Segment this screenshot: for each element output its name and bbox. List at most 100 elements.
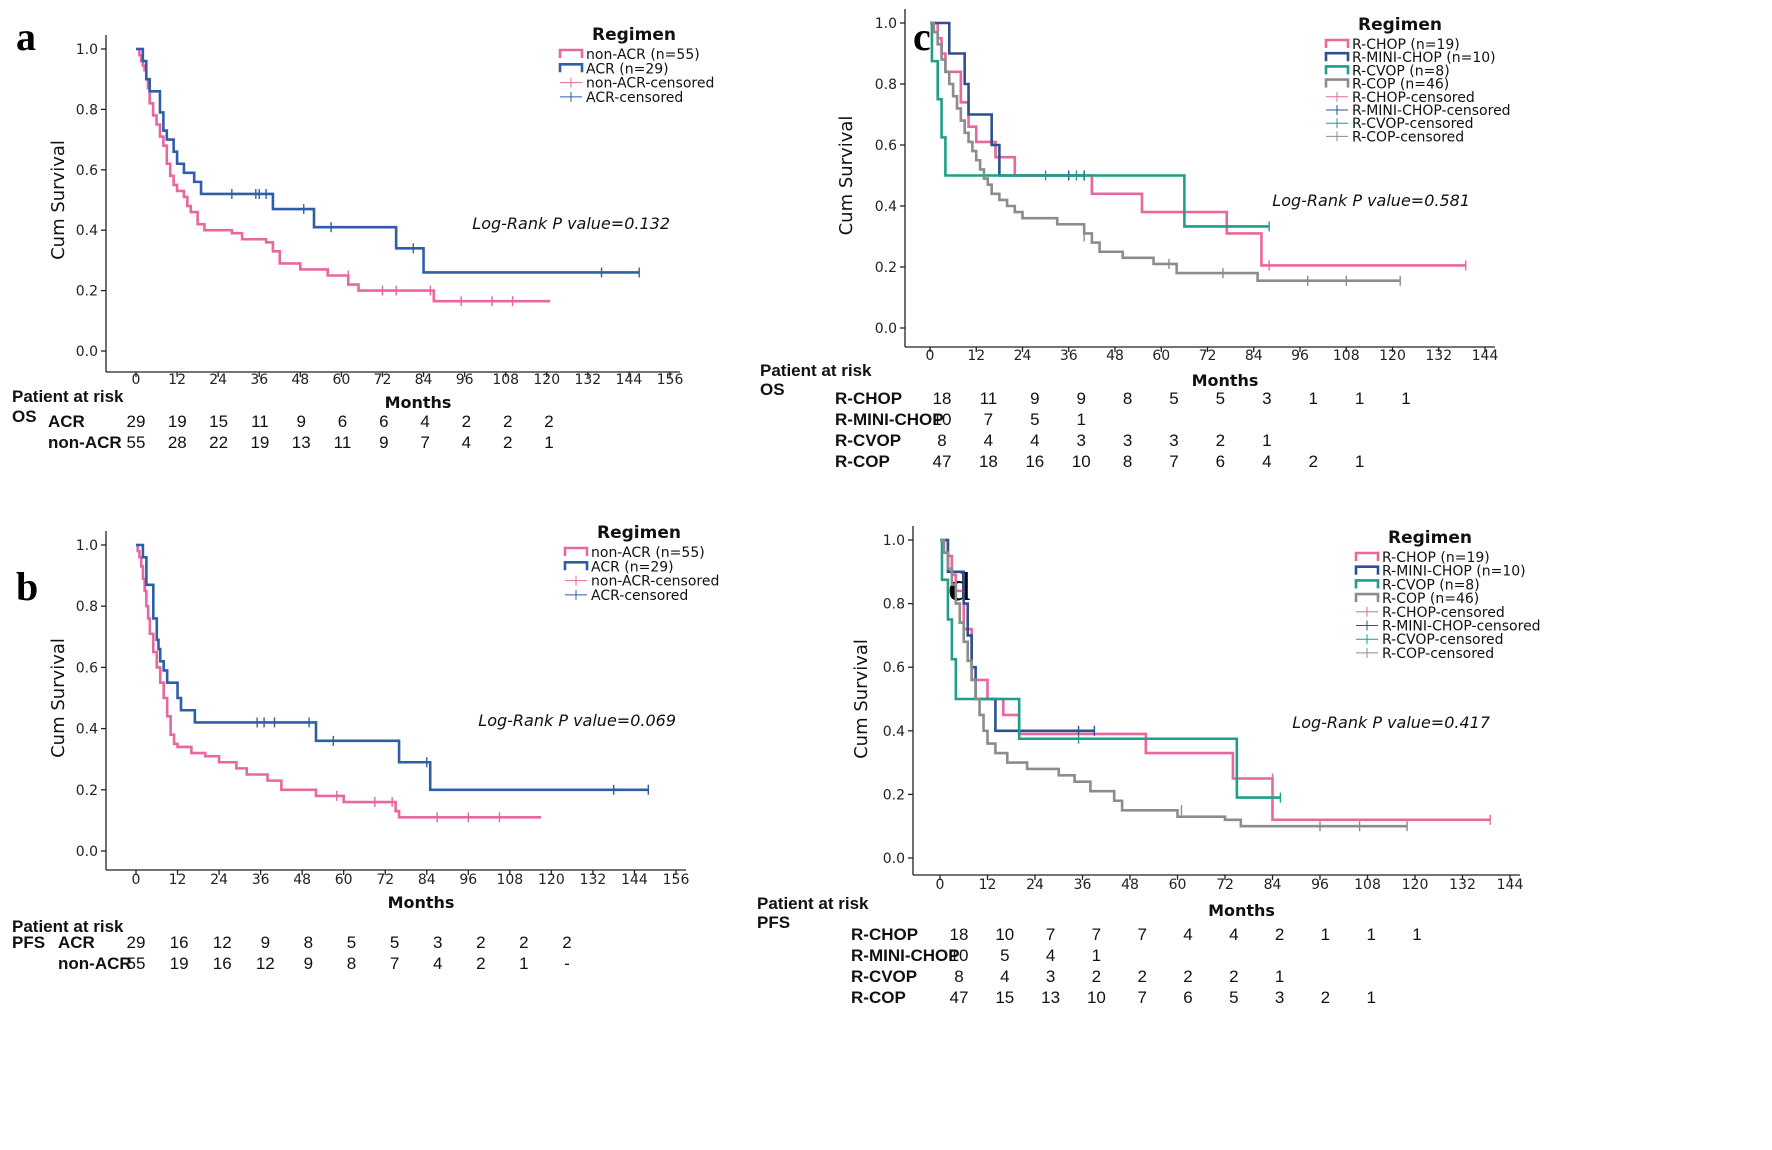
legend-entry: R-CHOP (n=19) (1382, 550, 1490, 566)
x-tick-label: 60 (332, 372, 350, 388)
y-tick-label: 0.4 (76, 223, 98, 239)
x-tick-label: 144 (616, 372, 643, 388)
panel-letter-c: c (913, 14, 931, 59)
legend-entry: R-CHOP-censored (1352, 90, 1475, 106)
y-tick-label: 0.0 (76, 844, 98, 860)
risk-count: 6 (379, 412, 388, 431)
risk-count: - (564, 954, 570, 973)
x-tick-label: 120 (538, 872, 565, 888)
y-tick-label: 0.0 (875, 321, 897, 337)
risk-count: 55 (127, 954, 146, 973)
x-tick-label: 48 (291, 372, 309, 388)
y-tick-label: 0.6 (76, 163, 98, 179)
y-tick-label: 0.8 (875, 77, 897, 93)
y-tick-label: 0.6 (875, 138, 897, 154)
x-tick-label: 12 (967, 348, 985, 364)
x-tick-label: 144 (1497, 877, 1524, 893)
risk-row-label: R-CHOP (851, 925, 918, 944)
risk-count: 10 (1072, 452, 1091, 471)
x-tick-label: 72 (374, 372, 392, 388)
x-tick-label: 132 (580, 872, 607, 888)
x-tick-label: 24 (1026, 877, 1044, 893)
x-tick-label: 48 (1121, 877, 1139, 893)
y-tick-label: 0.2 (883, 787, 905, 803)
risk-count: 10 (950, 946, 969, 965)
risk-count: 19 (170, 954, 189, 973)
legend-entry: R-COP-censored (1382, 646, 1494, 662)
risk-count: 5 (1229, 988, 1238, 1007)
y-axis-title: Cum Survival (851, 639, 872, 759)
risk-count: 9 (379, 433, 388, 452)
risk-count: 9 (261, 933, 270, 952)
x-tick-label: 0 (132, 372, 141, 388)
x-axis-title: Months (385, 393, 452, 412)
legend-swatch (563, 546, 589, 556)
x-tick-label: 84 (1264, 877, 1282, 893)
chart-panel-a: 0.00.20.40.60.81.00 12 24 36 48 60 72 84 96 108 12… (12, 25, 714, 452)
risk-count: 1 (1076, 410, 1085, 429)
risk-count: 5 (390, 933, 399, 952)
chart-panel-b: 0.00.20.40.60.81.00 12 24 36 48 60 72 84 96 108 12… (12, 523, 719, 973)
risk-count: 2 (562, 933, 571, 952)
series-line-2 (940, 538, 1281, 799)
x-tick-label: 96 (459, 872, 477, 888)
x-tick-label: 60 (1169, 877, 1187, 893)
legend-swatch (1354, 565, 1380, 575)
x-tick-label: 96 (1311, 877, 1329, 893)
legend-swatch (1324, 65, 1350, 75)
risk-count: 6 (338, 412, 347, 431)
x-tick-label: 96 (456, 372, 474, 388)
risk-row-label: R-CHOP (835, 389, 902, 408)
y-tick-label: 0.8 (76, 599, 98, 615)
series-line-0 (136, 543, 541, 819)
risk-count: 18 (979, 452, 998, 471)
risk-count: 10 (1087, 988, 1106, 1007)
y-tick-label: 0.4 (875, 199, 897, 215)
risk-count: 11 (334, 433, 352, 452)
risk-count: 19 (250, 433, 269, 452)
risk-count: 4 (1000, 967, 1009, 986)
series-line-1 (136, 47, 640, 274)
series-line-0 (136, 47, 551, 303)
risk-count: 4 (1262, 452, 1271, 471)
x-tick-label: 132 (574, 372, 601, 388)
risk-table-endpoint: OS (760, 380, 785, 399)
x-tick-label: 108 (496, 872, 523, 888)
legend-swatch (1324, 78, 1350, 88)
risk-count: 4 (462, 433, 471, 452)
series-line-3 (930, 21, 1401, 283)
risk-count: 4 (1046, 946, 1055, 965)
risk-count: 29 (127, 933, 146, 952)
risk-count: 1 (1092, 946, 1101, 965)
x-tick-label: 108 (1354, 877, 1381, 893)
legend-entry: non-ACR-censored (586, 76, 714, 92)
risk-count: 2 (1321, 988, 1330, 1007)
legend-entry: R-COP-censored (1352, 129, 1464, 145)
legend-swatch (1324, 38, 1350, 48)
risk-count: 9 (296, 412, 305, 431)
x-tick-label: 132 (1449, 877, 1476, 893)
x-tick-label: 48 (1106, 348, 1124, 364)
y-tick-label: 0.4 (883, 724, 905, 740)
x-axis-title: Months (1208, 901, 1275, 920)
risk-count: 8 (304, 933, 313, 952)
risk-count: 1 (1275, 967, 1284, 986)
risk-count: 2 (462, 412, 471, 431)
risk-count: 19 (168, 412, 187, 431)
risk-count: 2 (476, 954, 485, 973)
risk-count: 3 (1123, 431, 1132, 450)
risk-count: 3 (1275, 988, 1284, 1007)
risk-count: 47 (933, 452, 952, 471)
risk-count: 11 (980, 389, 998, 408)
risk-count: 5 (1216, 389, 1225, 408)
legend-entry: R-MINI-CHOP (n=10) (1382, 564, 1526, 580)
risk-count: 12 (256, 954, 275, 973)
legend-entry: R-MINI-CHOP-censored (1382, 619, 1541, 635)
risk-count: 3 (1262, 389, 1271, 408)
risk-count: 7 (1169, 452, 1178, 471)
y-tick-label: 0.2 (76, 284, 98, 300)
risk-count: 2 (1275, 925, 1284, 944)
risk-count: 5 (1000, 946, 1009, 965)
legend-entry: non-ACR (n=55) (591, 545, 705, 561)
risk-count: 2 (1216, 431, 1225, 450)
